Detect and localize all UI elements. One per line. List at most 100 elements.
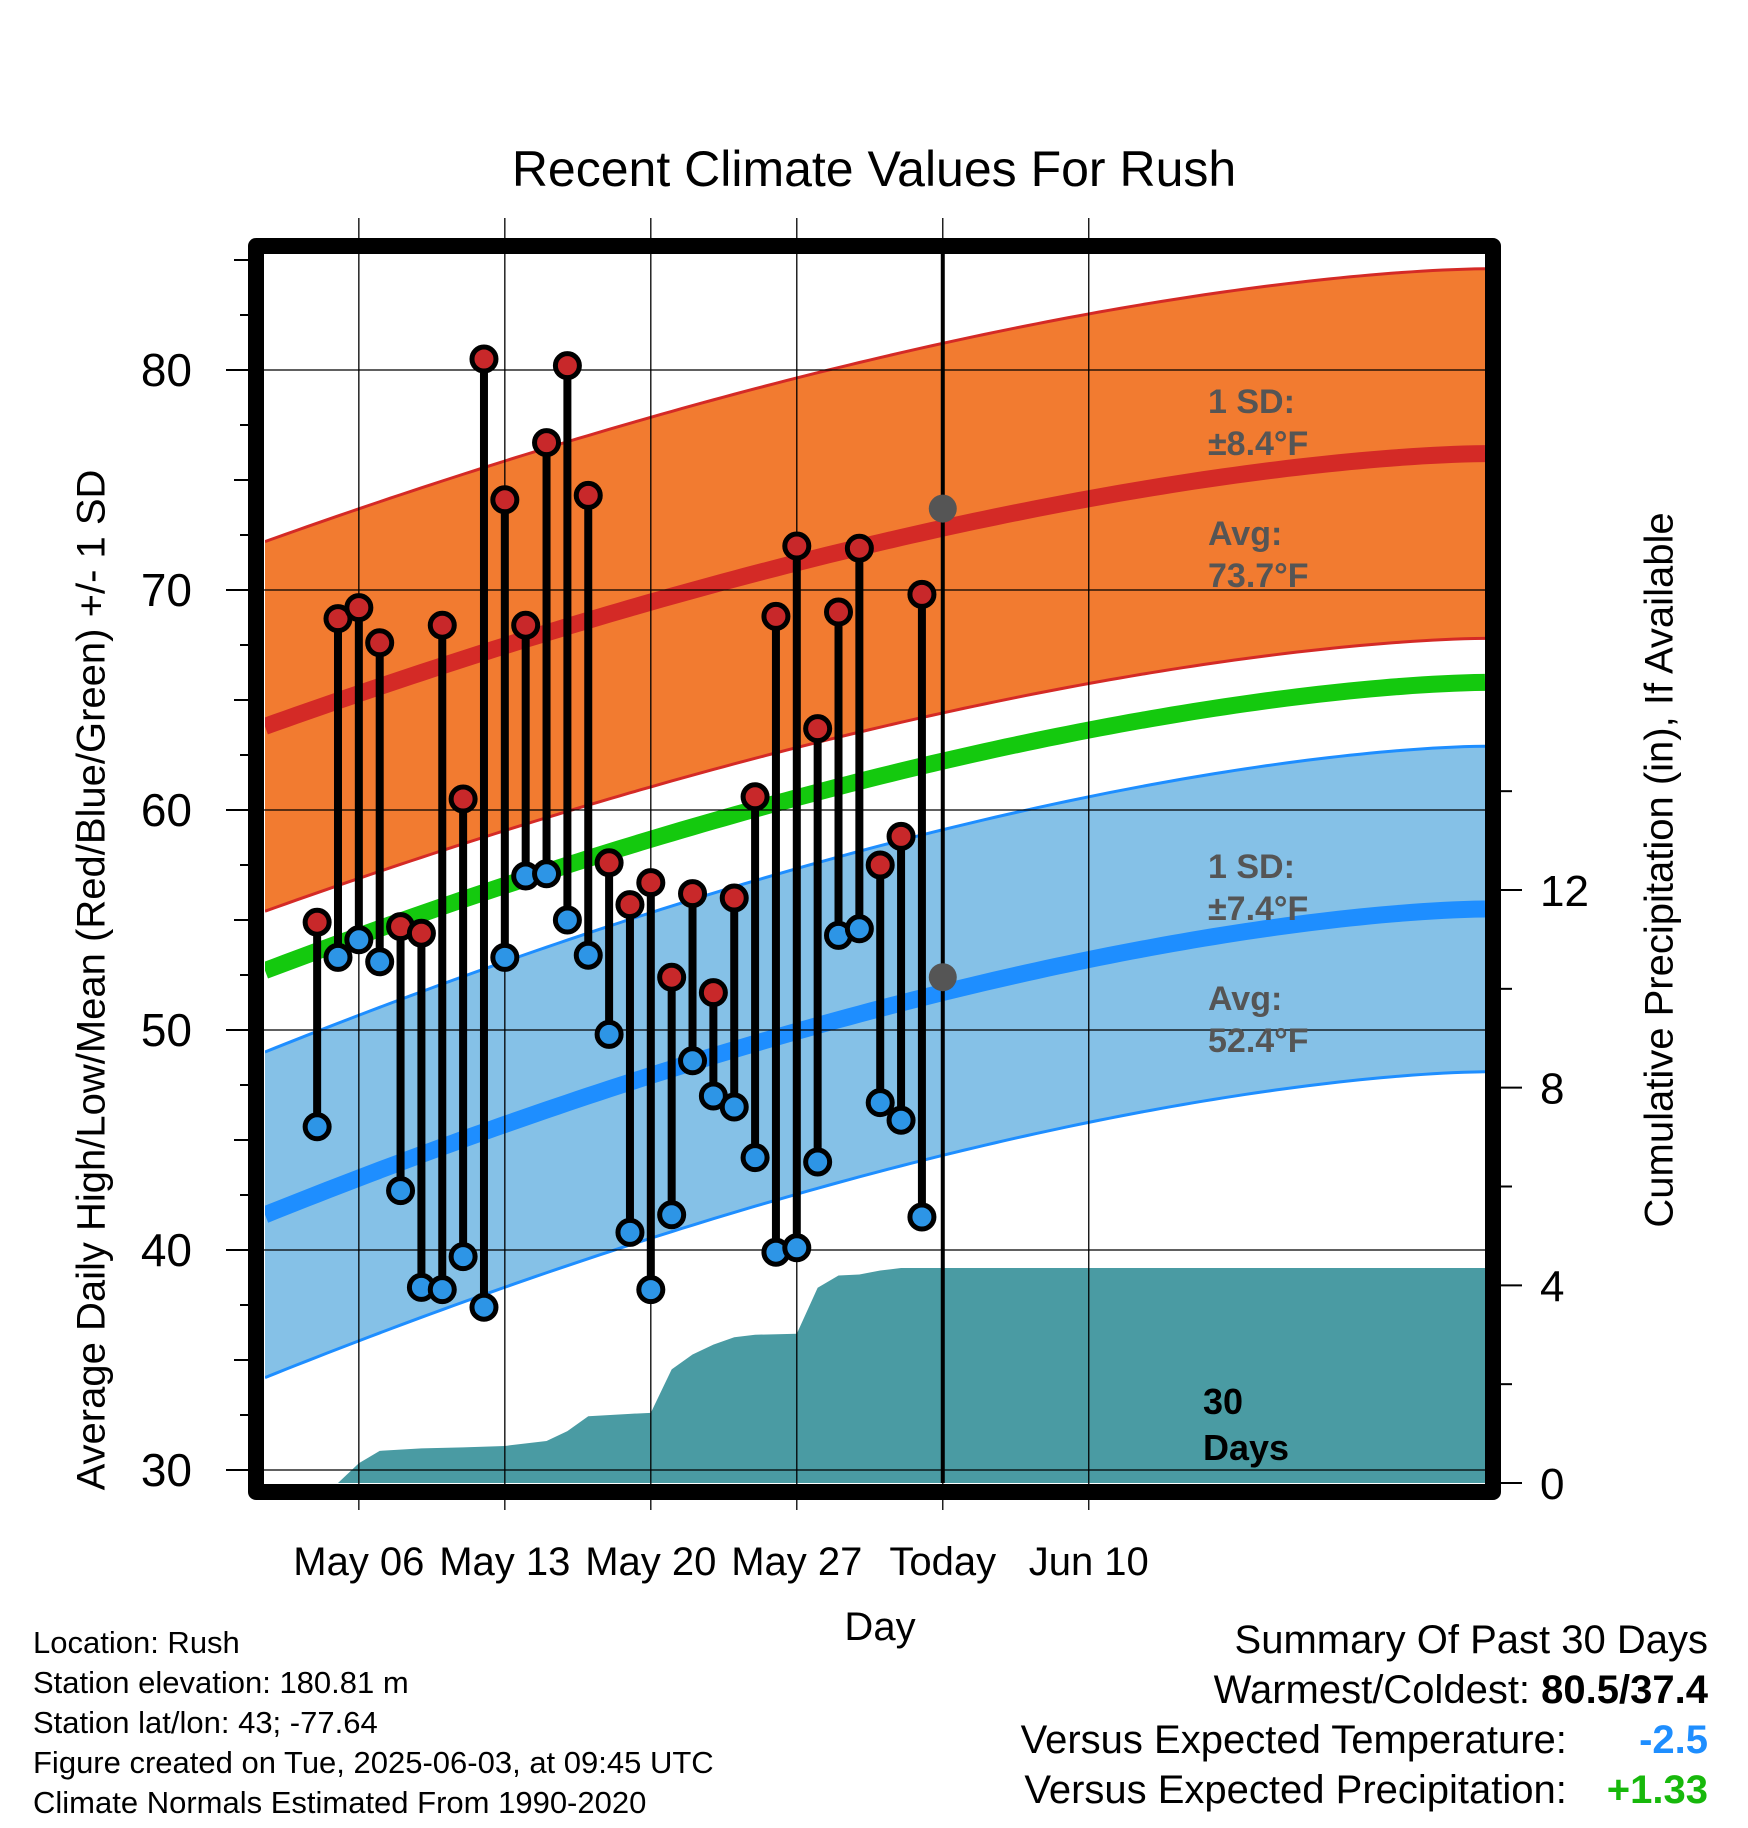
high-normal-line xyxy=(265,445,1485,735)
low-avg-value: 52.4°F xyxy=(1208,1022,1309,1060)
daily-high-point xyxy=(886,821,916,851)
daily-high-point xyxy=(532,428,562,458)
today-low-normal-dot xyxy=(928,963,957,992)
daily-high-point xyxy=(761,601,791,631)
daily-high-point xyxy=(740,782,770,812)
low-avg-label: Avg: xyxy=(1208,980,1282,1018)
daily-low-point xyxy=(886,1105,916,1135)
y-axis-left-label: Average Daily High/Low/Mean (Red/Blue/Gr… xyxy=(69,469,114,1491)
summary-warm-cold-value: 80.5/37.4 xyxy=(1541,1668,1708,1712)
y-axis-right-label: Cumulative Precipitation (in), If Availa… xyxy=(1637,512,1682,1228)
daily-high-point xyxy=(824,597,854,627)
daily-high-point xyxy=(365,628,395,658)
daily-low-point xyxy=(427,1275,457,1305)
summary-warm-cold: Warmest/Coldest: 80.5/37.4 xyxy=(1214,1668,1708,1713)
y-left-tick-label: 50 xyxy=(141,1004,192,1056)
daily-low-point xyxy=(740,1143,770,1173)
daily-high-point xyxy=(803,714,833,744)
axes-layer: 30 40 50 60 70 80 0 4 8 12 May 06 May 13 May 20 May 2… xyxy=(141,259,1589,1584)
daily-low-point xyxy=(907,1202,937,1232)
summary-precip-value: +1.33 xyxy=(1606,1768,1708,1812)
daily-high-point xyxy=(636,868,666,898)
low-upper-sd-line xyxy=(265,744,1485,1054)
info-created: Figure created on Tue, 2025-06-03, at 09… xyxy=(33,1745,714,1780)
daily-low-point xyxy=(344,925,374,955)
daily-low-point xyxy=(365,947,395,977)
mean-normal-line xyxy=(265,673,1485,979)
y-right-tick-label: 4 xyxy=(1540,1262,1564,1311)
x-tick-label: May 27 xyxy=(731,1540,862,1584)
daily-high-point xyxy=(511,610,541,640)
observations-layer xyxy=(302,344,937,1322)
precipitation-area xyxy=(265,1268,1485,1483)
daily-low-point xyxy=(448,1242,478,1272)
daily-high-point xyxy=(844,533,874,563)
x-tick-label: Today xyxy=(889,1540,996,1584)
high-sd-value: ±8.4°F xyxy=(1208,425,1308,463)
y-right-tick-label: 0 xyxy=(1540,1460,1564,1509)
y-left-tick-label: 30 xyxy=(141,1444,192,1496)
summary-warm-cold-label: Warmest/Coldest: xyxy=(1213,1668,1531,1712)
summary-temp-value: -2.5 xyxy=(1639,1718,1708,1762)
daily-high-point xyxy=(573,480,603,510)
info-normals: Climate Normals Estimated From 1990-2020 xyxy=(33,1785,647,1820)
daily-low-point xyxy=(594,1019,624,1049)
daily-high-point xyxy=(678,879,708,909)
daily-low-point xyxy=(657,1200,687,1230)
plot-frame xyxy=(248,238,1501,1500)
daily-low-point xyxy=(636,1275,666,1305)
today-marker-layer xyxy=(928,250,957,1483)
daily-high-point xyxy=(782,531,812,561)
window-days-number: 30 xyxy=(1203,1381,1243,1422)
low-sd-value: ±7.4°F xyxy=(1208,890,1308,928)
x-axis-label: Day xyxy=(844,1605,916,1649)
info-location: Location: Rush xyxy=(33,1625,240,1660)
daily-low-point xyxy=(782,1233,812,1263)
daily-low-point xyxy=(490,942,520,972)
x-tick-label: Jun 10 xyxy=(1029,1540,1149,1584)
frame-layer xyxy=(248,238,1501,1500)
daily-high-point xyxy=(594,848,624,878)
y-right-tick-label: 12 xyxy=(1540,867,1589,916)
daily-low-point xyxy=(615,1217,645,1247)
low-lower-sd-line xyxy=(265,1070,1485,1379)
info-elevation: Station elevation: 180.81 m xyxy=(33,1665,409,1700)
daily-high-point xyxy=(552,351,582,381)
summary-temp: Versus Expected Temperature: -2.5 xyxy=(1021,1718,1708,1763)
high-lower-sd-line xyxy=(265,636,1485,913)
precipitation-layer xyxy=(265,1268,1485,1483)
daily-high-point xyxy=(615,890,645,920)
daily-high-point xyxy=(490,485,520,515)
daily-low-point xyxy=(678,1046,708,1076)
daily-high-point xyxy=(719,883,749,913)
chart-title: Recent Climate Values For Rush xyxy=(511,141,1237,197)
daily-low-point xyxy=(532,859,562,889)
low-normal-line xyxy=(265,900,1485,1223)
daily-high-point xyxy=(865,850,895,880)
daily-low-point xyxy=(552,905,582,935)
high-avg-value: 73.7°F xyxy=(1208,557,1309,595)
daily-high-point xyxy=(448,784,478,814)
x-tick-label: May 13 xyxy=(439,1540,570,1584)
daily-low-point xyxy=(323,942,353,972)
daily-high-point xyxy=(469,344,499,374)
summary-temp-label: Versus Expected Temperature: xyxy=(1020,1718,1567,1762)
y-left-tick-label: 60 xyxy=(141,784,192,836)
daily-high-point xyxy=(406,918,436,948)
daily-low-point xyxy=(302,1112,332,1142)
daily-low-point xyxy=(573,940,603,970)
daily-low-point xyxy=(386,1176,416,1206)
y-right-tick-label: 8 xyxy=(1540,1065,1564,1114)
y-left-tick-label: 80 xyxy=(141,344,192,396)
daily-low-point xyxy=(844,914,874,944)
x-tick-label: May 20 xyxy=(585,1540,716,1584)
summary-precip-label: Versus Expected Precipitation: xyxy=(1024,1768,1567,1812)
info-latlon: Station lat/lon: 43; -77.64 xyxy=(33,1705,378,1740)
summary-heading: Summary Of Past 30 Days xyxy=(1234,1618,1708,1662)
daily-high-point xyxy=(907,579,937,609)
daily-high-point xyxy=(657,962,687,992)
x-tick-label: May 06 xyxy=(293,1540,424,1584)
daily-low-point xyxy=(803,1147,833,1177)
high-sd-label: 1 SD: xyxy=(1208,383,1295,421)
y-left-tick-label: 70 xyxy=(141,564,192,616)
